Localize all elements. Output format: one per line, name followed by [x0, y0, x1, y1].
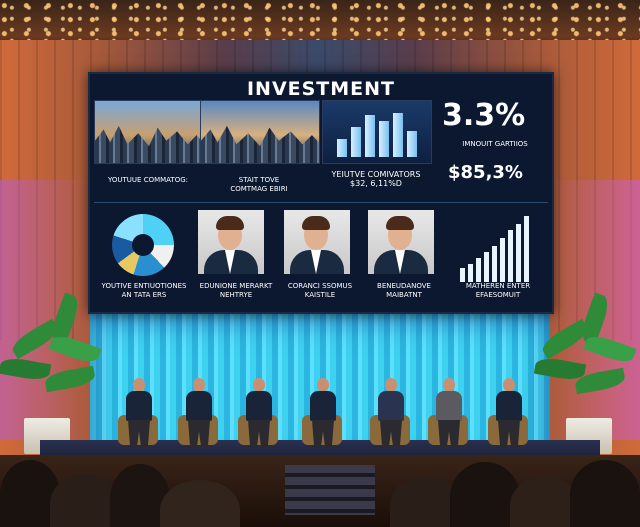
- presentation-screen: INVESTMENT 3.3% IMNOUIT GARTIIOS $85,3% …: [88, 72, 554, 314]
- panelist: [492, 378, 526, 448]
- panelist: [374, 378, 408, 448]
- panelist: [432, 378, 466, 448]
- screen-title: INVESTMENT: [246, 78, 396, 100]
- panelist: [242, 378, 276, 448]
- stage-steps: [285, 465, 375, 515]
- panelist: [182, 378, 216, 448]
- second-stat: $85,3%: [448, 162, 523, 183]
- bottom-caption-5: MATHEREN ENTER EFAESOMUIT: [465, 282, 531, 299]
- stat-caption: IMNOUIT GARTIIOS: [462, 140, 528, 148]
- bottom-caption-2: EDUNIONE MERARKT NEHTRYE: [199, 282, 273, 299]
- audience: [0, 440, 640, 527]
- right-plant: [530, 292, 640, 420]
- top-caption-2: STAIT TOVE COMTMAG EBIRI: [230, 176, 288, 193]
- left-plant: [0, 292, 110, 420]
- big-percent-stat: 3.3%: [442, 98, 526, 133]
- growth-bar-chart: [454, 210, 534, 282]
- top-caption-3: YEIUTVE COMIVATORS $32, 6,11%D: [331, 170, 421, 188]
- speaker-headshot-2: [284, 210, 350, 274]
- panelist: [306, 378, 340, 448]
- speaker-headshot-3: [368, 210, 434, 274]
- bottom-caption-4: BENEUDANOVE MAIBATNT: [377, 282, 431, 299]
- top-caption-1: YOUTUUE COMMATOG:: [108, 176, 188, 184]
- city-photo-1: [94, 100, 204, 164]
- bar-graphic-photo: [322, 100, 432, 164]
- bottom-caption-1: YOUTIVE ENTIUOTIONES AN TATA ERS: [101, 282, 187, 299]
- city-photo-2: [200, 100, 320, 164]
- screen-divider: [94, 202, 548, 203]
- speaker-headshot-1: [198, 210, 264, 274]
- panelist: [122, 378, 156, 448]
- bottom-caption-3: CORANCI SSOMUS KAISTILE: [287, 282, 353, 299]
